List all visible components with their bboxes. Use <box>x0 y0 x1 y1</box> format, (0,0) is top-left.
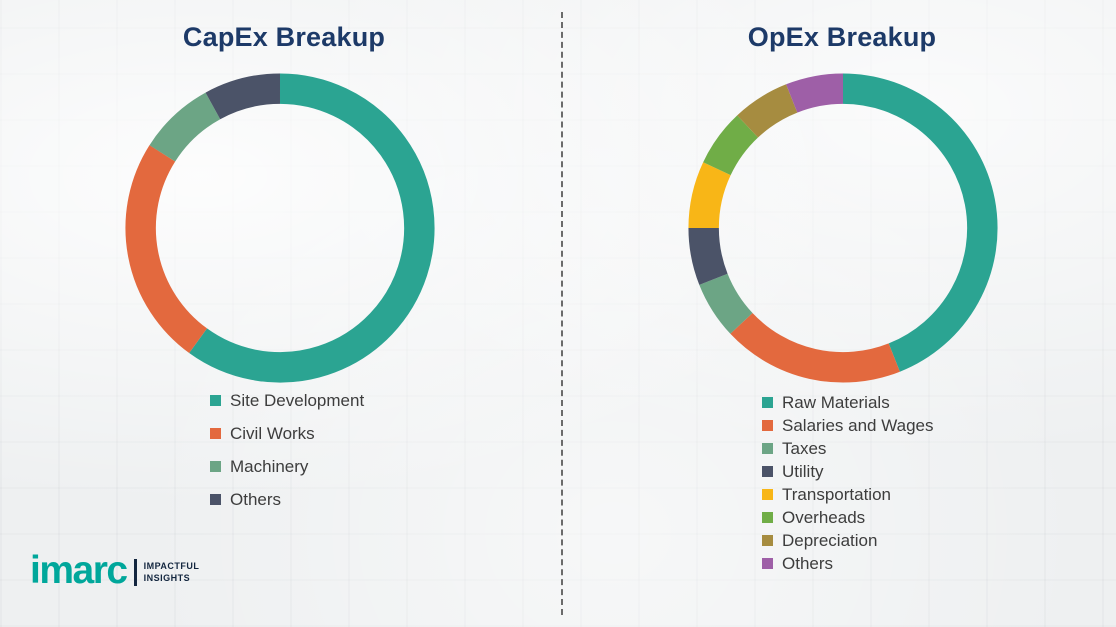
logo-tagline: IMPACTFUL INSIGHTS <box>144 561 200 584</box>
legend-swatch <box>210 461 221 472</box>
legend-swatch <box>210 395 221 406</box>
legend-swatch <box>762 420 773 431</box>
legend-swatch <box>210 494 221 505</box>
opex-donut-chart <box>686 71 1000 385</box>
logo-divider-bar <box>133 559 137 586</box>
donut-segment-site-development <box>189 73 435 383</box>
donut-segment-raw-materials <box>842 73 998 372</box>
legend-swatch <box>762 443 773 454</box>
capex-legend: Site Development Civil Works Machinery Othe… <box>210 391 364 523</box>
legend-item-others: Others <box>210 490 364 509</box>
legend-swatch <box>762 466 773 477</box>
opex-chart-title: OpEx Breakup <box>747 22 937 52</box>
legend-item-transportation: Transportation <box>762 485 934 504</box>
legend-swatch <box>762 535 773 546</box>
legend-label: Taxes <box>782 439 827 458</box>
legend-item-overheads: Overheads <box>762 508 934 527</box>
legend-label: Others <box>230 490 282 509</box>
donut-segment-utility <box>688 227 728 285</box>
legend-label: Others <box>782 554 834 573</box>
legend-swatch <box>210 428 221 439</box>
legend-label: Transportation <box>782 485 891 504</box>
legend-item-salaries-and-wages: Salaries and Wages <box>762 416 934 435</box>
legend-label: Machinery <box>230 457 309 476</box>
legend-item-raw-materials: Raw Materials <box>762 393 934 412</box>
logo-tagline-line2: INSIGHTS <box>143 572 191 583</box>
imarc-logo: imarc IMPACTFUL INSIGHTS <box>30 551 199 590</box>
donut-segment-others <box>205 73 281 120</box>
legend-item-utility: Utility <box>762 462 934 481</box>
legend-label: Utility <box>782 462 824 481</box>
legend-item-site-development: Site Development <box>210 391 364 410</box>
dashed-divider <box>561 12 563 615</box>
imarc-logo-wordmark: imarc <box>30 549 128 592</box>
legend-swatch <box>762 489 773 500</box>
capex-chart-title: CapEx Breakup <box>182 22 386 52</box>
legend-swatch <box>762 512 773 523</box>
opex-legend: Raw Materials Salaries and Wages Taxes Util… <box>762 393 934 577</box>
donut-segment-salaries-and-wages <box>730 312 900 383</box>
legend-label: Site Development <box>230 391 365 410</box>
donut-segment-depreciation <box>737 84 798 138</box>
donut-segment-overheads <box>703 115 759 176</box>
donut-segment-transportation <box>688 162 731 229</box>
legend-item-taxes: Taxes <box>762 439 934 458</box>
legend-label: Depreciation <box>782 531 878 550</box>
donut-segment-civil-works <box>125 145 208 354</box>
donut-segment-taxes <box>699 273 753 334</box>
donut-segment-machinery <box>149 92 221 162</box>
legend-swatch <box>762 558 773 569</box>
legend-item-civil-works: Civil Works <box>210 424 364 443</box>
legend-label: Civil Works <box>230 424 315 443</box>
legend-swatch <box>762 397 773 408</box>
logo-tagline-line1: IMPACTFUL <box>143 560 200 571</box>
capex-donut-chart <box>123 71 437 385</box>
legend-label: Salaries and Wages <box>782 416 934 435</box>
donut-segment-others <box>786 73 844 113</box>
legend-item-others: Others <box>762 554 934 573</box>
legend-item-depreciation: Depreciation <box>762 531 934 550</box>
legend-label: Overheads <box>782 508 866 527</box>
legend-item-machinery: Machinery <box>210 457 364 476</box>
legend-label: Raw Materials <box>782 393 890 412</box>
